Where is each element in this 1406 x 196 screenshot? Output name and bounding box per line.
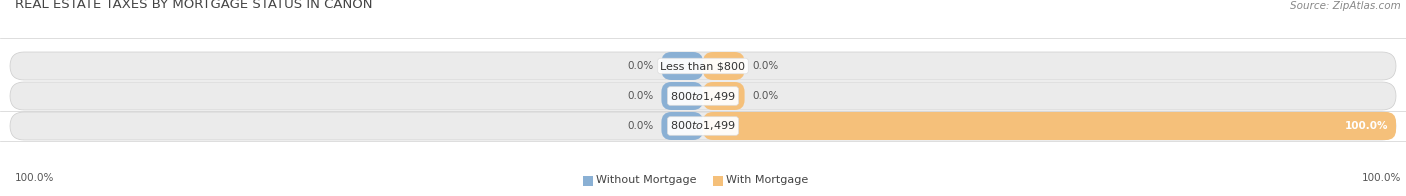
Text: 0.0%: 0.0% xyxy=(627,91,654,101)
FancyBboxPatch shape xyxy=(703,52,745,80)
Text: 100.0%: 100.0% xyxy=(1361,173,1400,183)
Text: $800 to $1,499: $800 to $1,499 xyxy=(671,90,735,103)
Text: 0.0%: 0.0% xyxy=(752,91,779,101)
Text: Without Mortgage: Without Mortgage xyxy=(596,175,696,185)
FancyBboxPatch shape xyxy=(10,52,1396,80)
FancyBboxPatch shape xyxy=(583,176,593,186)
FancyBboxPatch shape xyxy=(661,112,703,140)
Text: 0.0%: 0.0% xyxy=(627,121,654,131)
FancyBboxPatch shape xyxy=(713,176,723,186)
Text: 100.0%: 100.0% xyxy=(15,173,55,183)
FancyBboxPatch shape xyxy=(703,112,1396,140)
Text: REAL ESTATE TAXES BY MORTGAGE STATUS IN CANON: REAL ESTATE TAXES BY MORTGAGE STATUS IN … xyxy=(15,0,373,11)
Text: 0.0%: 0.0% xyxy=(627,61,654,71)
FancyBboxPatch shape xyxy=(661,52,703,80)
FancyBboxPatch shape xyxy=(703,82,745,110)
Text: 0.0%: 0.0% xyxy=(752,61,779,71)
Text: Source: ZipAtlas.com: Source: ZipAtlas.com xyxy=(1291,1,1400,11)
FancyBboxPatch shape xyxy=(10,82,1396,110)
Text: 100.0%: 100.0% xyxy=(1344,121,1388,131)
Text: $800 to $1,499: $800 to $1,499 xyxy=(671,120,735,132)
FancyBboxPatch shape xyxy=(661,82,703,110)
Text: Less than $800: Less than $800 xyxy=(661,61,745,71)
Text: With Mortgage: With Mortgage xyxy=(725,175,808,185)
FancyBboxPatch shape xyxy=(10,112,1396,140)
